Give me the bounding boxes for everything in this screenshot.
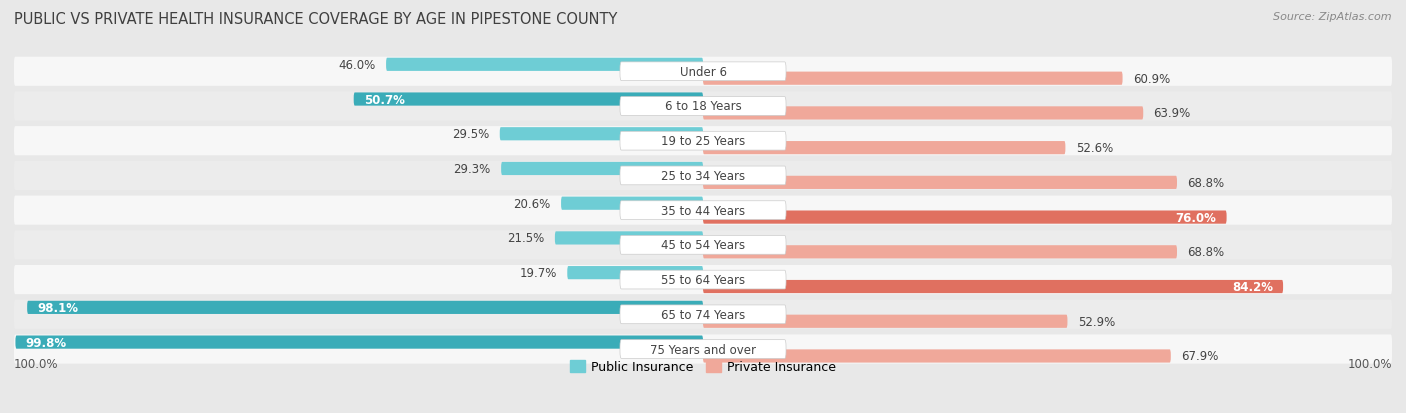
FancyBboxPatch shape xyxy=(703,142,1066,155)
Text: 6 to 18 Years: 6 to 18 Years xyxy=(665,100,741,113)
FancyBboxPatch shape xyxy=(620,271,786,289)
Text: 52.6%: 52.6% xyxy=(1076,142,1114,155)
Text: 19 to 25 Years: 19 to 25 Years xyxy=(661,135,745,148)
FancyBboxPatch shape xyxy=(703,315,1067,328)
FancyBboxPatch shape xyxy=(14,335,1392,364)
Text: 35 to 44 Years: 35 to 44 Years xyxy=(661,204,745,217)
Text: 55 to 64 Years: 55 to 64 Years xyxy=(661,273,745,286)
FancyBboxPatch shape xyxy=(387,59,703,72)
Text: 21.5%: 21.5% xyxy=(508,232,544,245)
FancyBboxPatch shape xyxy=(27,301,703,314)
FancyBboxPatch shape xyxy=(620,340,786,358)
Text: 45 to 54 Years: 45 to 54 Years xyxy=(661,239,745,252)
Text: PUBLIC VS PRIVATE HEALTH INSURANCE COVERAGE BY AGE IN PIPESTONE COUNTY: PUBLIC VS PRIVATE HEALTH INSURANCE COVER… xyxy=(14,12,617,27)
Text: Under 6: Under 6 xyxy=(679,66,727,78)
FancyBboxPatch shape xyxy=(354,93,703,107)
Text: 29.5%: 29.5% xyxy=(453,128,489,141)
FancyBboxPatch shape xyxy=(620,201,786,220)
FancyBboxPatch shape xyxy=(567,266,703,280)
FancyBboxPatch shape xyxy=(703,280,1284,293)
FancyBboxPatch shape xyxy=(14,127,1392,156)
Text: 20.6%: 20.6% xyxy=(513,197,551,210)
Text: 68.8%: 68.8% xyxy=(1187,176,1225,190)
FancyBboxPatch shape xyxy=(703,211,1226,224)
FancyBboxPatch shape xyxy=(14,231,1392,260)
FancyBboxPatch shape xyxy=(620,305,786,324)
FancyBboxPatch shape xyxy=(703,349,1171,363)
FancyBboxPatch shape xyxy=(501,162,703,176)
Text: 68.8%: 68.8% xyxy=(1187,246,1225,259)
Text: 76.0%: 76.0% xyxy=(1175,211,1216,224)
Text: 67.9%: 67.9% xyxy=(1181,350,1219,363)
Text: Source: ZipAtlas.com: Source: ZipAtlas.com xyxy=(1274,12,1392,22)
Text: 52.9%: 52.9% xyxy=(1078,315,1115,328)
FancyBboxPatch shape xyxy=(14,57,1392,87)
Text: 99.8%: 99.8% xyxy=(25,336,67,349)
Text: 46.0%: 46.0% xyxy=(339,59,375,71)
Text: 75 Years and over: 75 Years and over xyxy=(650,343,756,356)
FancyBboxPatch shape xyxy=(14,161,1392,190)
FancyBboxPatch shape xyxy=(620,166,786,185)
FancyBboxPatch shape xyxy=(15,336,703,349)
FancyBboxPatch shape xyxy=(703,246,1177,259)
FancyBboxPatch shape xyxy=(555,232,703,245)
Text: 60.9%: 60.9% xyxy=(1133,73,1170,85)
Text: 65 to 74 Years: 65 to 74 Years xyxy=(661,308,745,321)
Text: 29.3%: 29.3% xyxy=(454,163,491,176)
Text: 100.0%: 100.0% xyxy=(14,357,59,370)
Text: 19.7%: 19.7% xyxy=(520,266,557,280)
FancyBboxPatch shape xyxy=(703,176,1177,190)
FancyBboxPatch shape xyxy=(703,107,1143,120)
FancyBboxPatch shape xyxy=(14,92,1392,121)
FancyBboxPatch shape xyxy=(703,72,1122,85)
Text: 100.0%: 100.0% xyxy=(1347,357,1392,370)
Text: 63.9%: 63.9% xyxy=(1153,107,1191,120)
Legend: Public Insurance, Private Insurance: Public Insurance, Private Insurance xyxy=(565,356,841,378)
FancyBboxPatch shape xyxy=(561,197,703,210)
Text: 98.1%: 98.1% xyxy=(38,301,79,314)
FancyBboxPatch shape xyxy=(620,236,786,255)
FancyBboxPatch shape xyxy=(14,266,1392,294)
FancyBboxPatch shape xyxy=(620,132,786,151)
FancyBboxPatch shape xyxy=(14,300,1392,329)
Text: 84.2%: 84.2% xyxy=(1232,280,1272,293)
FancyBboxPatch shape xyxy=(620,63,786,81)
FancyBboxPatch shape xyxy=(499,128,703,141)
Text: 25 to 34 Years: 25 to 34 Years xyxy=(661,169,745,183)
FancyBboxPatch shape xyxy=(14,196,1392,225)
FancyBboxPatch shape xyxy=(620,97,786,116)
Text: 50.7%: 50.7% xyxy=(364,93,405,106)
